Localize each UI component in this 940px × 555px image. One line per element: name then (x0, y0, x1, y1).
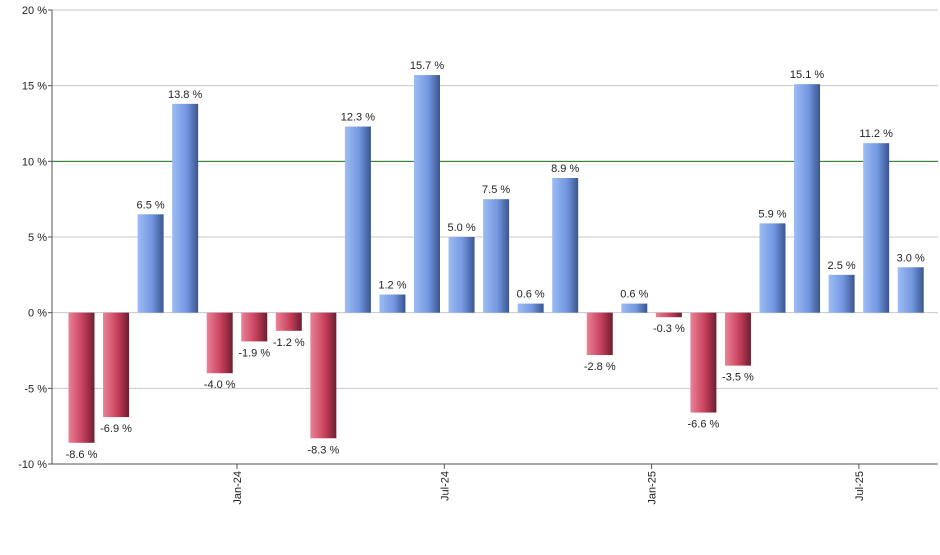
y-tick-label: 0 % (28, 308, 47, 320)
bar (552, 177, 579, 313)
bar (206, 312, 233, 374)
data-label: 3.0 % (897, 252, 925, 264)
bar (103, 312, 130, 418)
bar (759, 223, 786, 313)
data-label: 2.5 % (828, 260, 856, 272)
data-label: 5.9 % (758, 208, 786, 220)
bar (379, 294, 406, 313)
bar (794, 84, 821, 313)
bar (275, 312, 302, 331)
data-label: -6.6 % (688, 419, 720, 431)
bar (344, 126, 371, 313)
bar (897, 267, 924, 313)
data-label: 15.1 % (790, 69, 824, 81)
data-label: 6.5 % (137, 199, 165, 211)
data-label: 13.8 % (168, 89, 202, 101)
bars (68, 75, 924, 443)
bar (517, 303, 544, 313)
bar (828, 274, 855, 313)
data-label: 0.6 % (620, 289, 648, 301)
bar (621, 303, 648, 313)
data-label: -0.3 % (653, 323, 685, 335)
bar (655, 312, 682, 318)
data-label: 8.9 % (551, 163, 579, 175)
y-tick-label: 20 % (22, 5, 47, 17)
data-label: -8.6 % (66, 449, 98, 461)
data-label: -1.2 % (273, 337, 305, 349)
bar (863, 143, 890, 313)
bar (414, 75, 440, 313)
data-label: -4.0 % (204, 379, 236, 391)
bar (310, 312, 337, 439)
bar (483, 199, 510, 313)
bar (448, 237, 475, 313)
data-label: 15.7 % (410, 60, 444, 72)
x-tick-label: Jan-24 (232, 471, 244, 505)
x-tick-labels: Jan-24 Jul-24 Jan-25 Jul-25 (232, 471, 866, 505)
data-label: 12.3 % (341, 112, 375, 124)
bar (68, 312, 95, 443)
data-label: -8.3 % (307, 444, 339, 456)
axes (51, 10, 938, 469)
y-tick-label: 5 % (28, 232, 47, 244)
y-tick-label: 15 % (22, 81, 47, 93)
bar (690, 312, 717, 413)
y-tick-label: 10 % (22, 156, 47, 168)
data-labels: -8.6 % -6.9 % 6.5 % 13.8 % -4.0 % -1.9 %-1.2 … (66, 60, 925, 461)
bar (724, 312, 751, 366)
bar (137, 214, 164, 313)
y-tick-label: -5 % (24, 383, 47, 395)
data-label: -3.5 % (722, 372, 754, 384)
data-label: 1.2 % (378, 280, 406, 292)
data-label: -1.9 % (238, 347, 270, 359)
data-label: 7.5 % (482, 184, 510, 196)
data-label: -2.8 % (584, 361, 616, 373)
x-tick-label: Jan-25 (647, 471, 659, 505)
bar (172, 103, 199, 313)
x-tick-label: Jul-24 (439, 471, 451, 501)
data-label: -6.9 % (100, 423, 132, 435)
x-tick-label: Jul-25 (854, 471, 866, 501)
bar (586, 312, 613, 356)
y-tick-labels: -10 % -5 % 0 % 5 % 10 % 15 % 20 % (18, 5, 47, 471)
y-tick-label: -10 % (18, 459, 47, 471)
data-label: 0.6 % (517, 289, 545, 301)
bar (241, 312, 268, 342)
data-label: 5.0 % (447, 222, 475, 234)
data-label: 11.2 % (859, 128, 893, 140)
